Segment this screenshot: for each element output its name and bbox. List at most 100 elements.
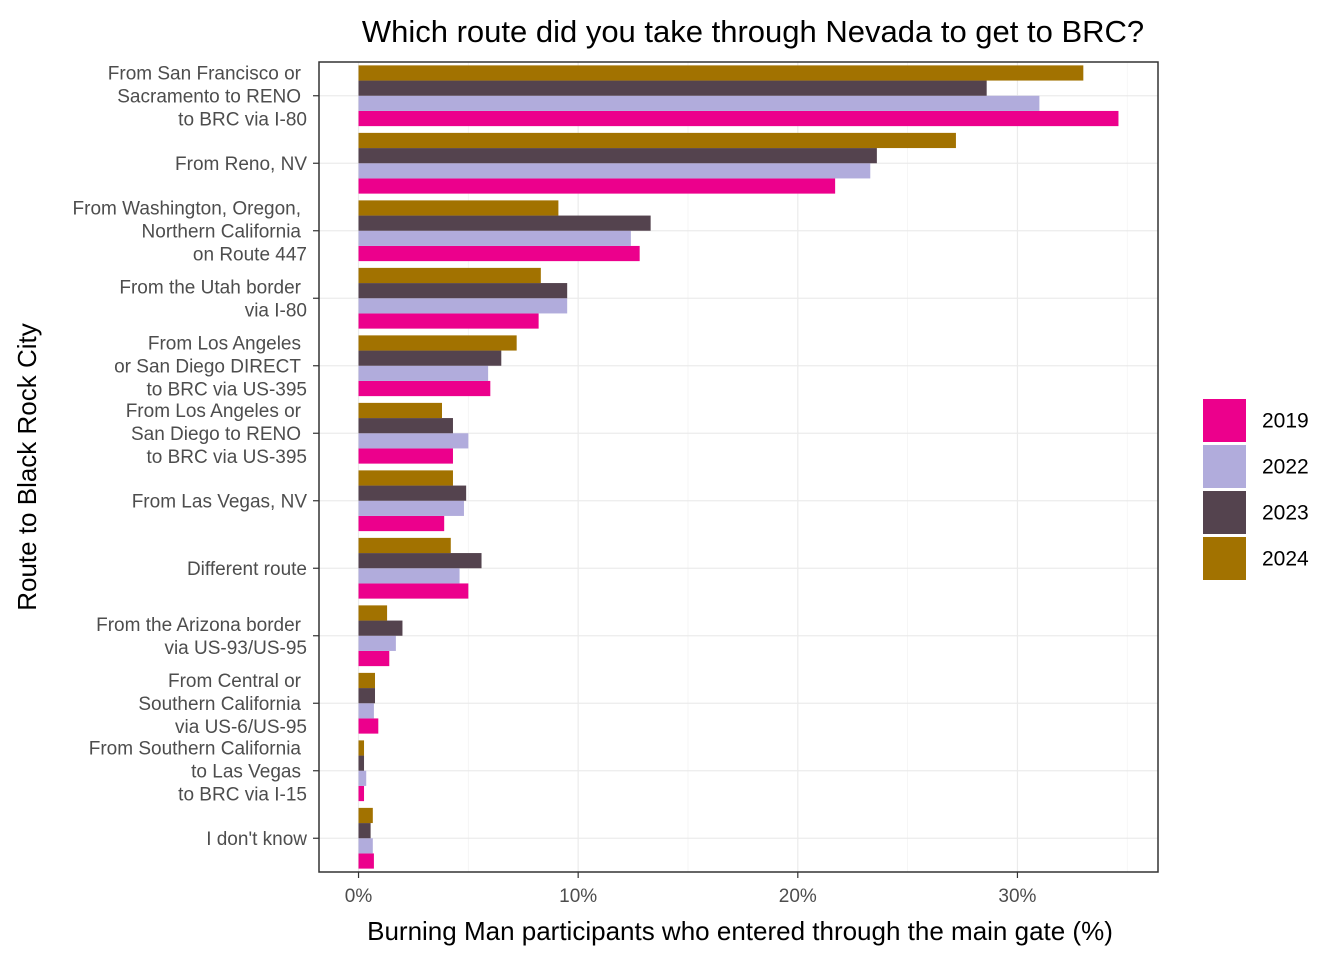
- x-tick-label: 10%: [559, 886, 597, 907]
- bar-2023-6: [358, 485, 467, 501]
- y-tick-label: From Central or Southern California via US…: [138, 671, 307, 738]
- legend-key-2023: [1203, 491, 1246, 534]
- bar-2023-9: [358, 688, 376, 704]
- y-tick-label-line: From Los Angeles or: [126, 401, 302, 422]
- y-tick-label: Different route: [187, 559, 307, 580]
- bar-2024-9: [358, 672, 376, 689]
- y-axis: From San Francisco or Sacramento to RENO t…: [73, 63, 319, 850]
- bar-2023-8: [358, 620, 403, 636]
- bar-2019-4: [358, 380, 491, 397]
- x-tick-label: 20%: [779, 886, 817, 907]
- y-tick-label-line: to BRC via US-395: [146, 379, 307, 400]
- bar-2022-0: [358, 95, 1040, 111]
- bar-2022-8: [358, 635, 396, 651]
- y-axis-title: Route to Black Rock City: [12, 323, 42, 611]
- x-axis: 0% 10% 20% 30%: [345, 872, 1037, 907]
- y-tick-label-line: From Los Angeles: [148, 333, 301, 354]
- bar-2024-8: [358, 605, 388, 621]
- y-tick-label: From the Utah border via I-80: [119, 277, 307, 321]
- bar-2019-6: [358, 515, 445, 532]
- bar-2024-5: [358, 402, 442, 419]
- legend-label-2024: 2024: [1262, 548, 1309, 571]
- bar-2023-7: [358, 553, 482, 569]
- bar-2022-1: [358, 163, 871, 179]
- x-tick-label: 30%: [998, 886, 1036, 907]
- y-tick-label-line: via I-80: [245, 300, 307, 321]
- bar-2022-3: [358, 298, 568, 314]
- bar-2024-4: [358, 335, 517, 351]
- legend-label-2023: 2023: [1262, 502, 1309, 525]
- bar-2023-11: [358, 823, 371, 839]
- y-tick-label-line: From the Utah border: [119, 277, 301, 298]
- legend-label-2019: 2019: [1262, 410, 1309, 433]
- bar-2019-3: [358, 313, 539, 329]
- bar-2024-0: [358, 65, 1084, 81]
- bar-2019-1: [358, 178, 836, 194]
- legend: 2019 2022 2023 2024: [1203, 399, 1309, 580]
- y-tick-label: From Las Vegas, NV: [132, 491, 308, 512]
- y-tick-label-line: I don't know: [206, 829, 307, 850]
- y-tick-label-line: on Route 447: [193, 244, 307, 265]
- bar-2022-10: [358, 770, 367, 786]
- y-tick-label-line: or San Diego DIRECT: [114, 356, 301, 377]
- bar-2019-2: [358, 245, 640, 262]
- y-tick-label-line: to BRC via US-395: [146, 447, 307, 468]
- bar-2023-0: [358, 80, 987, 96]
- bar-2022-5: [358, 433, 469, 449]
- bar-2024-1: [358, 132, 956, 149]
- bars: [358, 65, 1119, 869]
- y-tick-label-line: From San Francisco or: [108, 63, 302, 84]
- y-tick-label-line: From the Arizona border: [96, 615, 302, 636]
- y-tick-label: From Reno, NV: [175, 154, 307, 175]
- legend-key-2019: [1203, 399, 1246, 442]
- bar-2022-4: [358, 365, 489, 381]
- y-tick-label-line: via US-6/US-95: [175, 717, 307, 738]
- y-tick-label-line: to BRC via I-80: [178, 109, 307, 130]
- legend-key-2024: [1203, 537, 1246, 580]
- y-tick-label-line: From Las Vegas, NV: [132, 491, 308, 512]
- bar-2022-7: [358, 568, 460, 584]
- bar-2019-10: [358, 785, 365, 802]
- bar-2019-11: [358, 853, 374, 869]
- y-tick-label-line: to Las Vegas: [191, 761, 301, 782]
- y-tick-label-line: From Central or: [168, 671, 302, 692]
- y-tick-label-line: Different route: [187, 559, 307, 580]
- bar-2023-1: [358, 148, 877, 164]
- y-tick-label: From Los Angeles or San Diego DIRECT to BR…: [114, 333, 307, 400]
- bar-2024-6: [358, 470, 453, 486]
- bar-2019-9: [358, 718, 379, 734]
- y-tick-label: I don't know: [206, 829, 307, 850]
- plot-panel-border: [318, 61, 1159, 873]
- bar-2019-5: [358, 448, 453, 464]
- bar-2024-11: [358, 807, 373, 824]
- bar-2022-2: [358, 230, 631, 246]
- y-tick-label-line: From Reno, NV: [175, 154, 307, 175]
- bar-2023-5: [358, 418, 453, 434]
- bar-2022-9: [358, 703, 374, 719]
- bar-2024-2: [358, 200, 559, 216]
- bar-2023-3: [358, 283, 568, 299]
- bar-2023-2: [358, 215, 651, 231]
- y-tick-label: From San Francisco or Sacramento to RENO t…: [108, 63, 307, 130]
- bar-2024-7: [358, 537, 451, 554]
- y-tick-label-line: Northern California: [142, 221, 302, 242]
- bar-2019-0: [358, 110, 1119, 127]
- y-tick-label: From Los Angeles or San Diego to RENO to B…: [126, 401, 307, 468]
- y-tick-label-line: From Southern California: [89, 738, 302, 759]
- legend-label-2022: 2022: [1262, 456, 1309, 479]
- legend-key-2022: [1203, 445, 1246, 488]
- y-tick-label: From the Arizona border via US-93/US-95: [96, 615, 307, 659]
- y-tick-label-line: via US-93/US-95: [164, 638, 307, 659]
- y-tick-label: From Southern California to Las Vegas to B…: [89, 738, 307, 805]
- y-tick-label-line: From Washington, Oregon,: [73, 198, 301, 219]
- bar-2024-10: [358, 740, 365, 756]
- x-axis-title: Burning Man participants who entered thr…: [367, 916, 1113, 946]
- bar-2024-3: [358, 267, 541, 284]
- bar-2023-10: [358, 755, 365, 771]
- y-tick-label-line: Sacramento to RENO: [117, 86, 301, 107]
- y-tick-label-line: Southern California: [138, 694, 301, 715]
- bar-2022-11: [358, 838, 373, 854]
- y-tick-label: From Washington, Oregon, Northern Califor…: [73, 198, 307, 265]
